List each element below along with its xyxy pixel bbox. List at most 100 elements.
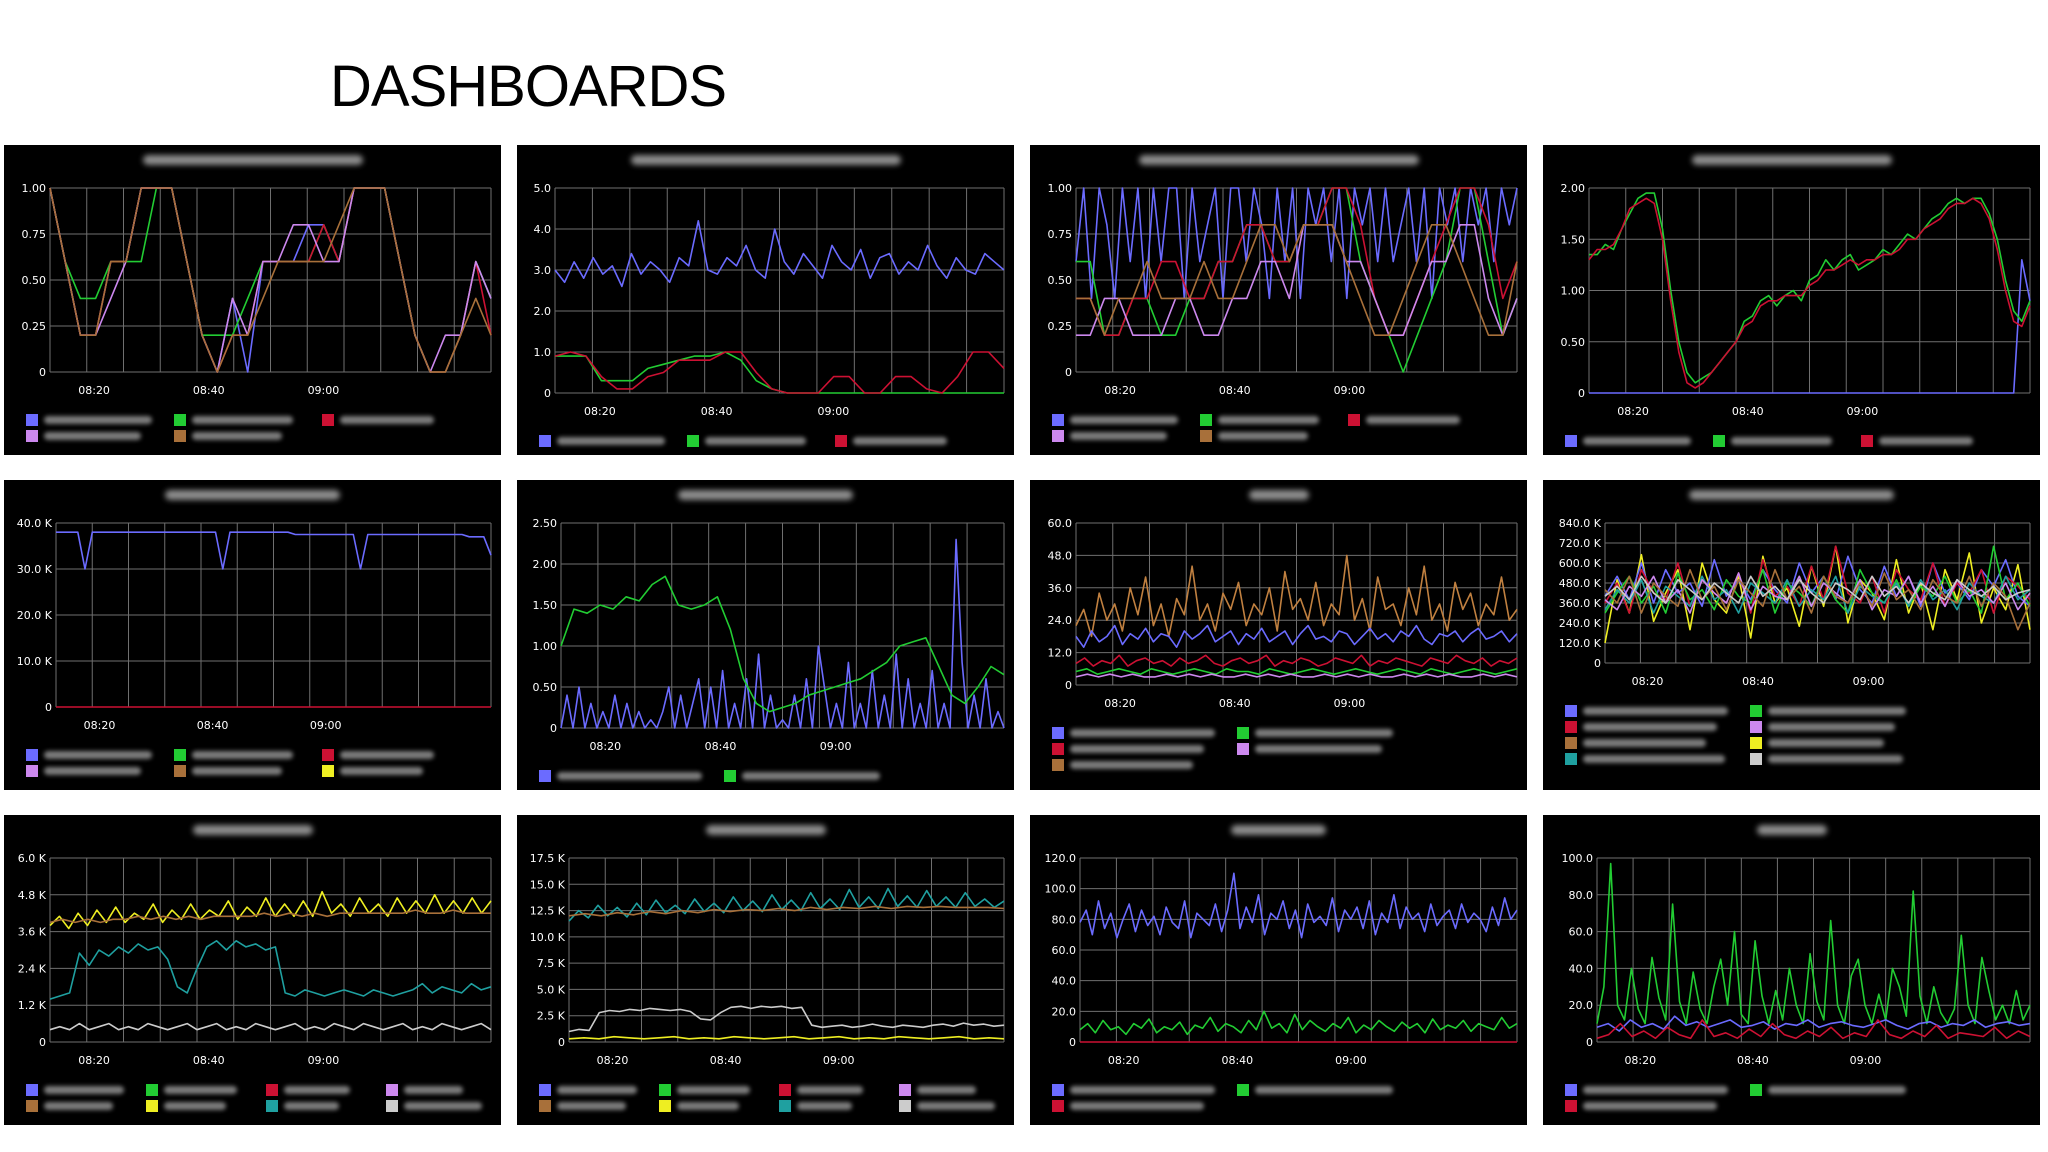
legend-swatch-red (266, 1084, 278, 1096)
series-line-green (1079, 1010, 1518, 1036)
y-tick-label: 3.6 K (18, 926, 47, 939)
chart-panel[interactable]: 840.0 K 720.0 K 600.0 K 480.0 K 360.0 K 240.0… (1543, 480, 2040, 790)
series-line-red (554, 351, 1005, 394)
chart-plot: 100.0 80.0 60.0 40.0 20.0 0 08:20 08:40 09:00 (1562, 852, 2031, 1067)
series-line-gray (568, 1005, 1005, 1033)
legend-label-redacted (557, 437, 665, 445)
y-tick-label: 600.0 K (1559, 557, 1602, 570)
x-tick-label: 08:40 (701, 405, 733, 418)
x-tick-label: 08:20 (1624, 1054, 1656, 1067)
series-line-blue (1075, 624, 1518, 648)
legend-swatch-red (1052, 743, 1064, 755)
series-line-yellow (568, 1035, 1005, 1040)
series-line-brown (568, 905, 1005, 917)
x-tick-label: 09:00 (823, 1054, 855, 1067)
y-tick-label: 0 (1065, 679, 1072, 692)
y-tick-label: 0.75 (1048, 228, 1073, 241)
chart-title-redacted (1543, 825, 2040, 841)
legend-swatch-blue (1565, 705, 1577, 717)
chart-panel[interactable]: 120.0 100.0 80.0 60.0 40.0 20.0 0 08:20 08:40 09:… (1030, 815, 1527, 1125)
series-line-green (560, 575, 1005, 713)
y-tick-label: 20.0 (1052, 1005, 1077, 1018)
chart-plot: 6.0 K 4.8 K 3.6 K 2.4 K 1.2 K 0 08:20 08:40 09:0… (18, 852, 492, 1067)
legend-label-redacted (340, 767, 423, 775)
y-tick-label: 0.25 (1048, 320, 1073, 333)
legend-swatch-blue (1052, 727, 1064, 739)
legend-label-redacted (797, 1086, 863, 1094)
legend-label-redacted (44, 767, 141, 775)
chart-panel[interactable]: 1.00 0.75 0.50 0.25 0 08:20 08:40 09:00 (4, 145, 501, 455)
x-tick-label: 08:40 (1737, 1054, 1769, 1067)
y-tick-label: 0 (1065, 366, 1072, 379)
y-tick-label: 0.50 (1561, 336, 1586, 349)
y-tick-label: 0 (550, 722, 557, 735)
x-tick-label: 09:00 (818, 405, 850, 418)
y-tick-label: 1.50 (1561, 233, 1586, 246)
y-tick-label: 2.50 (533, 517, 558, 530)
series-line-brown (49, 909, 491, 924)
y-tick-label: 120.0 K (1559, 637, 1602, 650)
legend-swatch-green (1200, 414, 1212, 426)
chart-panel[interactable]: 1.00 0.75 0.50 0.25 0 08:20 08:40 09:00 (1030, 145, 1527, 455)
y-tick-label: 0 (1594, 657, 1601, 670)
y-tick-label: 100.0 (1562, 852, 1594, 865)
chart-panel[interactable]: 60.0 48.0 36.0 24.0 12.0 0 08:20 08:40 09:00 (1030, 480, 1527, 790)
legend-swatch-violet (386, 1084, 398, 1096)
legend-swatch-green (687, 435, 699, 447)
legend-label-redacted (557, 1086, 637, 1094)
legend-label-redacted (284, 1102, 339, 1110)
chart-panel[interactable]: 2.00 1.50 1.00 0.50 0 08:20 08:40 09:00 (1543, 145, 2040, 455)
legend-label-redacted (557, 1102, 626, 1110)
y-tick-label: 100.0 (1045, 883, 1077, 896)
legend-label-redacted (742, 772, 880, 780)
x-tick-label: 08:20 (1108, 1054, 1140, 1067)
chart-panel[interactable]: 100.0 80.0 60.0 40.0 20.0 0 08:20 08:40 09:00 (1543, 815, 2040, 1125)
legend-swatch-red (1052, 1100, 1064, 1112)
legend-swatch-blue (1565, 435, 1577, 447)
legend-label-redacted (1583, 1086, 1728, 1094)
y-tick-label: 0 (1586, 1036, 1593, 1049)
legend-swatch-gray (386, 1100, 398, 1112)
legend-label-redacted (340, 751, 434, 759)
legend-swatch-violet (1750, 721, 1762, 733)
series-line-blue (560, 538, 1005, 729)
chart-title-redacted (4, 490, 501, 506)
legend-label-redacted (1255, 729, 1393, 737)
legend-label-redacted (677, 1102, 739, 1110)
legend-label-redacted (192, 432, 282, 440)
y-tick-label: 720.0 K (1559, 537, 1602, 550)
series-line-red (1596, 1019, 2031, 1040)
legend-label-redacted (705, 437, 806, 445)
legend-swatch-yellow (1750, 737, 1762, 749)
chart-title-redacted (517, 155, 1014, 171)
legend-swatch-violet (1237, 743, 1249, 755)
legend-swatch-gray (899, 1100, 911, 1112)
y-tick-label: 2.00 (1561, 182, 1586, 195)
x-tick-label: 09:00 (308, 1054, 340, 1067)
legend-label-redacted (1583, 707, 1728, 715)
y-tick-label: 24.0 (1048, 614, 1073, 627)
legend-swatch-red (1861, 435, 1873, 447)
legend-swatch-violet (899, 1084, 911, 1096)
legend-label-redacted (1583, 1102, 1717, 1110)
legend-swatch-violet (26, 430, 38, 442)
legend-swatch-green (146, 1084, 158, 1096)
series-line-violet (1076, 224, 1518, 336)
legend-swatch-green (174, 749, 186, 761)
chart-panel[interactable]: 40.0 K 30.0 K 20.0 K 10.0 K 0 08:20 08:40 09:00 (4, 480, 501, 790)
y-tick-label: 4.0 (534, 223, 552, 236)
legend-label-redacted (192, 767, 282, 775)
legend-label-redacted (44, 1086, 124, 1094)
chart-panel[interactable]: 2.50 2.00 1.50 1.00 0.50 0 08:20 08:40 09:00 (517, 480, 1014, 790)
y-tick-label: 40.0 (1052, 975, 1077, 988)
chart-panel[interactable]: 17.5 K 15.0 K 12.5 K 10.0 K 7.5 K 5.0 K 2.5 K 0… (517, 815, 1014, 1125)
legend-label-redacted (404, 1086, 463, 1094)
legend-label-redacted (192, 416, 293, 424)
chart-panel[interactable]: 6.0 K 4.8 K 3.6 K 2.4 K 1.2 K 0 08:20 08:40 09:0… (4, 815, 501, 1125)
legend-swatch-blue (26, 1084, 38, 1096)
legend-label-redacted (1255, 745, 1382, 753)
chart-panel[interactable]: 5.0 4.0 3.0 2.0 1.0 0 08:20 08:40 09:00 (517, 145, 1014, 455)
chart-title-redacted (1543, 490, 2040, 506)
y-tick-label: 0 (558, 1036, 565, 1049)
legend-label-redacted (1768, 1086, 1906, 1094)
